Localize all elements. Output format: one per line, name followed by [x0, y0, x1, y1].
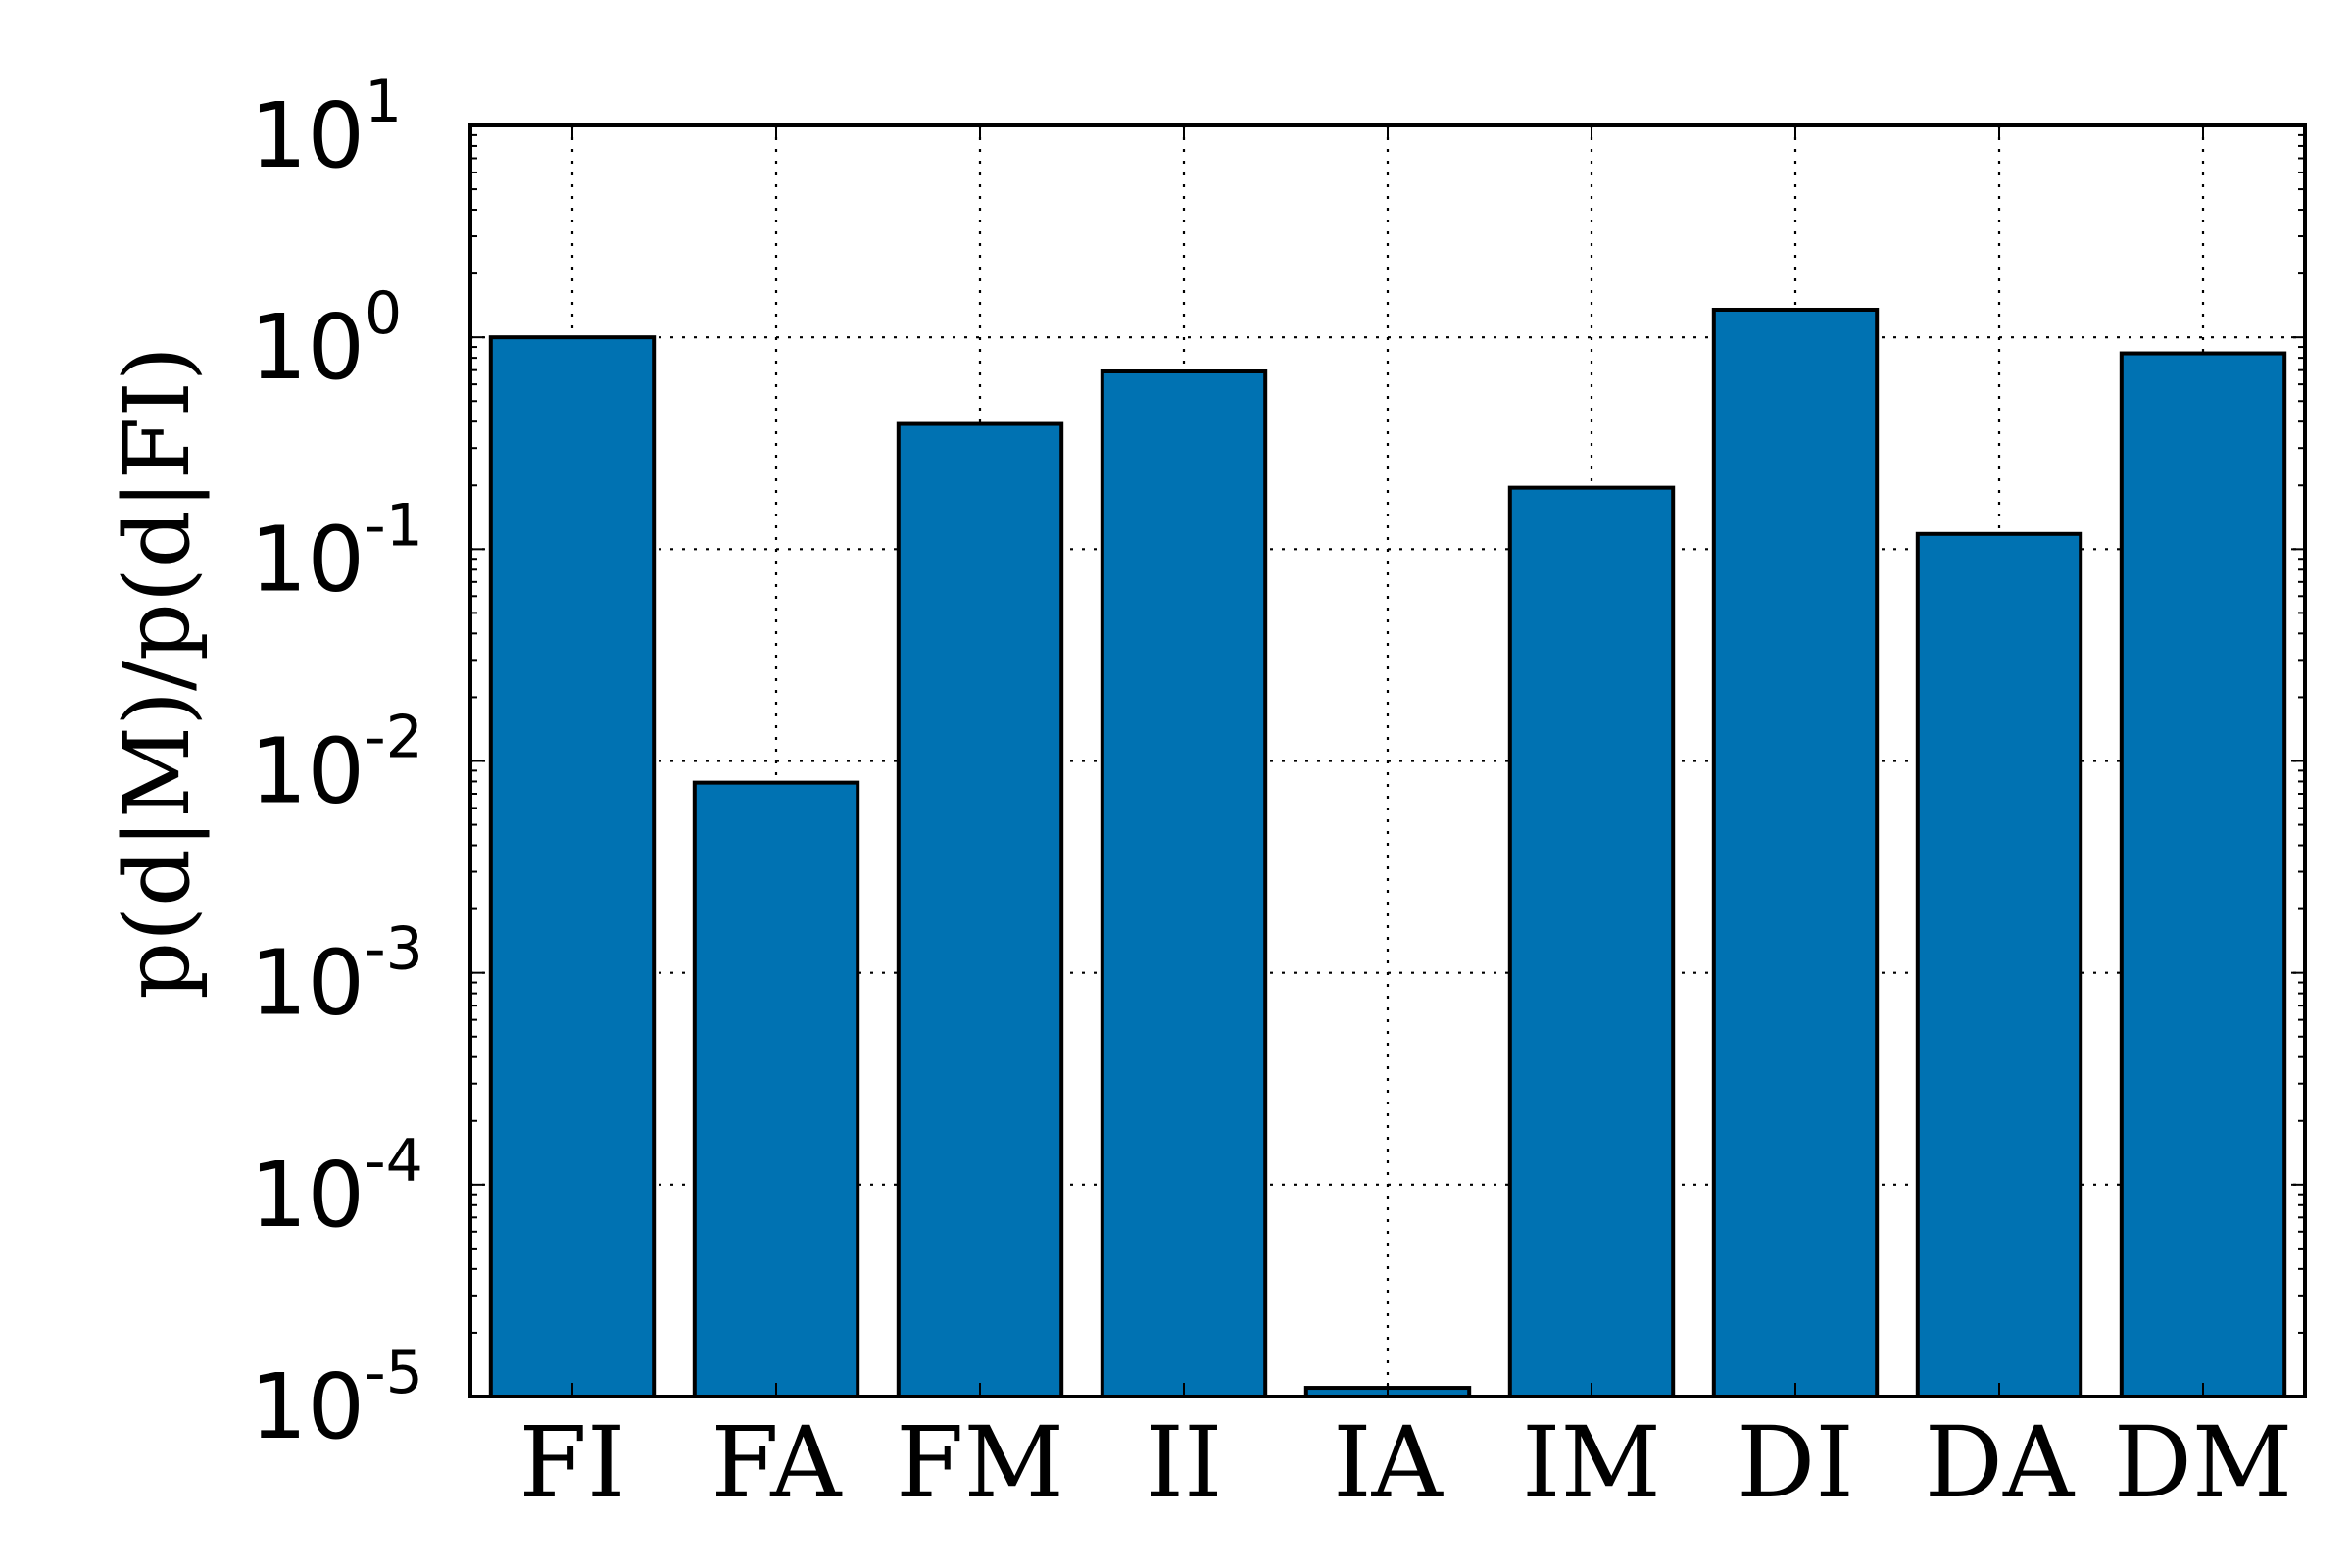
y-tick-exponent: -1	[365, 491, 423, 560]
y-tick-label: 10	[250, 507, 365, 612]
x-tick-label: II	[1145, 1405, 1222, 1520]
y-axis-label: p(d|M)/p(d|FI)	[105, 346, 210, 1000]
bar-da	[1915, 531, 2083, 1398]
x-tick-label: DA	[1925, 1405, 2076, 1520]
bar-fa	[692, 780, 860, 1398]
y-tick-exponent: -4	[365, 1127, 423, 1196]
bars	[488, 307, 2287, 1399]
bar-fi	[488, 335, 657, 1399]
bar-ii	[1100, 369, 1268, 1399]
y-tick-exponent: -3	[365, 915, 423, 984]
plot-frame	[468, 123, 2307, 1398]
y-tick-label: 10	[250, 931, 365, 1036]
y-tick-label: 10	[250, 1354, 365, 1459]
x-tick-label: FI	[519, 1405, 626, 1520]
bar-fm	[896, 421, 1064, 1398]
x-tick-label: IM	[1522, 1405, 1661, 1520]
bar-im	[1507, 485, 1676, 1398]
x-tick-label: DM	[2114, 1405, 2293, 1520]
bar-di	[1711, 307, 1880, 1399]
y-tick-label: 10	[250, 1143, 365, 1248]
x-tick-label: FA	[711, 1405, 844, 1520]
bar-dm	[2119, 351, 2287, 1399]
x-tick-label: DI	[1737, 1405, 1854, 1520]
x-tick-label: IA	[1333, 1405, 1445, 1520]
y-tick-exponent: -2	[365, 704, 423, 772]
y-tick-label: 10	[250, 719, 365, 824]
x-tick-label: FM	[896, 1405, 1064, 1520]
y-tick-exponent: 0	[365, 279, 402, 348]
y-tick-exponent: -5	[365, 1339, 423, 1407]
y-tick-exponent: 1	[365, 68, 402, 136]
x-tick-labels: FI FA FM II IA IM DI DA DM	[519, 1405, 2293, 1520]
y-tick-label: 10	[250, 83, 365, 188]
y-tick-label: 10	[250, 295, 365, 400]
